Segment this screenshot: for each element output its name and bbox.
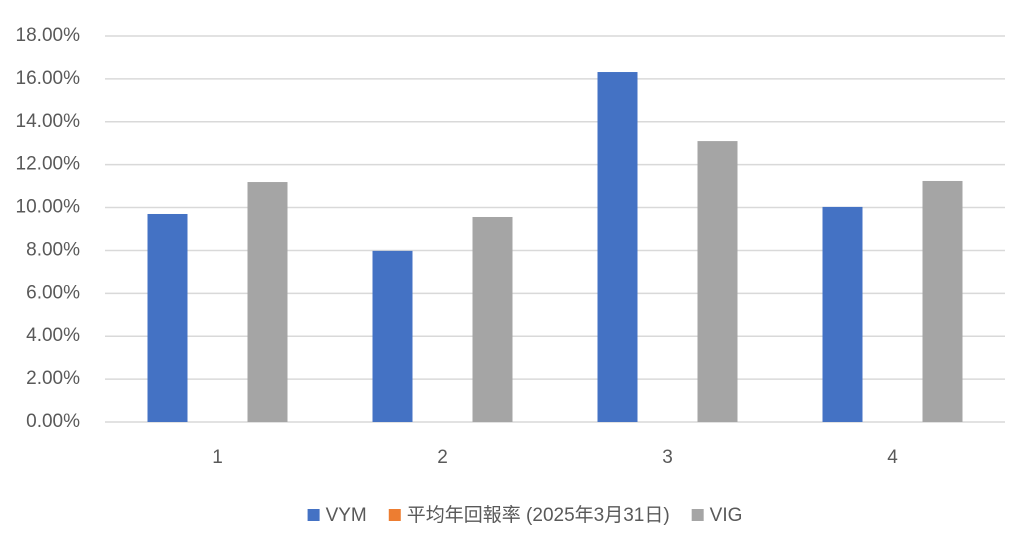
legend-swatch <box>388 509 401 521</box>
legend-swatch <box>691 509 704 521</box>
y-tick-label: 18.00% <box>16 25 81 46</box>
bar <box>597 72 638 422</box>
y-tick-label: 6.00% <box>26 282 80 303</box>
legend-label: VIG <box>710 505 743 526</box>
bar <box>472 216 513 422</box>
legend-label: 平均年回報率 (2025年3月31日) <box>407 504 670 526</box>
x-tick-label: 3 <box>662 447 673 468</box>
x-tick-label: 2 <box>437 447 448 468</box>
legend-swatch <box>307 509 320 521</box>
y-tick-label: 0.00% <box>26 411 80 432</box>
y-tick-label: 14.00% <box>16 111 81 132</box>
y-tick-label: 2.00% <box>26 368 80 389</box>
x-tick-label: 1 <box>212 447 223 468</box>
bar <box>372 250 413 422</box>
y-tick-label: 4.00% <box>26 325 80 346</box>
bar <box>697 141 738 423</box>
bar <box>147 213 188 422</box>
y-tick-label: 12.00% <box>16 154 81 175</box>
y-tick-label: 8.00% <box>26 239 80 260</box>
bar <box>822 206 863 422</box>
x-tick-label: 4 <box>887 447 898 468</box>
legend-label: VYM <box>326 505 367 526</box>
bar <box>247 182 288 422</box>
y-tick-label: 16.00% <box>16 68 81 89</box>
bar <box>922 180 963 422</box>
y-tick-label: 10.00% <box>16 197 81 218</box>
